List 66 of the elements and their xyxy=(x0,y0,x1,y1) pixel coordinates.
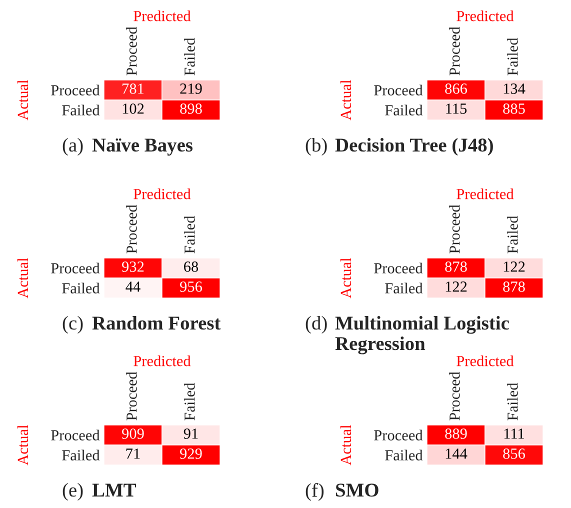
text: (f) SMO xyxy=(306,483,378,501)
text: (a) Naïve Bayes xyxy=(62,138,193,156)
data-label: 898 xyxy=(180,104,202,114)
x-tick-label: Failed xyxy=(507,216,518,254)
x-axis-title: Predicted xyxy=(134,10,191,22)
x-tick-label: Failed xyxy=(507,382,518,420)
data-label: 71 xyxy=(126,448,140,459)
x-axis-title: Predicted xyxy=(456,355,514,366)
data-label: 111 xyxy=(504,428,524,439)
data-label: 122 xyxy=(504,262,525,272)
x-tick-label: Failed xyxy=(184,38,195,76)
data-label: 878 xyxy=(503,282,525,292)
x-tick-label: Proceed xyxy=(449,26,460,76)
data-label: 781 xyxy=(122,84,144,94)
data-label: 144 xyxy=(446,448,468,459)
data-label: 115 xyxy=(446,104,467,114)
y-axis-title: Actual xyxy=(340,258,352,298)
y-axis-title: Actual xyxy=(17,424,28,466)
data-label: 932 xyxy=(122,262,144,272)
data-label: 91 xyxy=(184,428,198,439)
y-tick-label: Proceed xyxy=(374,84,423,96)
x-tick-label: Proceed xyxy=(126,26,137,76)
y-axis-title: Actual xyxy=(17,80,28,120)
y-tick-label: Proceed xyxy=(374,430,423,440)
data-label: 866 xyxy=(445,84,467,94)
x-tick-label: Proceed xyxy=(449,204,460,254)
y-axis-title: Actual xyxy=(340,424,352,466)
y-axis-title: Actual xyxy=(340,80,352,120)
text: (e) LMT xyxy=(62,483,136,501)
x-tick-label: Failed xyxy=(507,38,518,76)
data-label: 889 xyxy=(445,428,467,439)
x-axis-title: Predicted xyxy=(134,188,191,200)
x-tick-label: Failed xyxy=(184,216,195,254)
data-label: 122 xyxy=(446,282,467,292)
y-tick-label: Failed xyxy=(385,282,423,294)
data-label: 856 xyxy=(503,448,525,459)
text: (c) Random Forest xyxy=(62,316,221,334)
data-label: 102 xyxy=(122,104,144,114)
y-tick-label: Failed xyxy=(385,450,423,460)
data-label: 44 xyxy=(126,282,140,292)
y-tick-label: Failed xyxy=(62,450,100,460)
y-tick-label: Proceed xyxy=(51,84,100,96)
data-label: 909 xyxy=(122,428,144,439)
data-label: 68 xyxy=(184,262,198,272)
y-tick-label: Proceed xyxy=(51,262,100,274)
x-axis-title: Predicted xyxy=(456,188,514,200)
data-label: 929 xyxy=(180,448,202,459)
data-label: 885 xyxy=(503,104,525,114)
data-label: 219 xyxy=(180,84,202,94)
y-axis-title: Actual xyxy=(17,258,28,298)
data-label: 134 xyxy=(504,84,526,94)
y-tick-label: Proceed xyxy=(51,430,100,440)
y-tick-label: Proceed xyxy=(374,262,423,274)
text: (d) Multinomial Logistic Regression xyxy=(306,316,509,354)
x-axis-title: Predicted xyxy=(134,355,191,366)
y-tick-label: Failed xyxy=(62,282,100,294)
y-tick-label: Failed xyxy=(385,104,423,116)
data-label: 878 xyxy=(445,262,467,272)
x-tick-label: Proceed xyxy=(126,372,137,420)
x-axis-title: Predicted xyxy=(456,10,514,22)
y-tick-label: Failed xyxy=(62,104,100,116)
x-tick-label: Failed xyxy=(184,382,195,420)
x-tick-label: Proceed xyxy=(126,204,137,254)
text: (b) Decision Tree (J48) xyxy=(306,138,493,156)
data-label: 956 xyxy=(180,282,202,292)
x-tick-label: Proceed xyxy=(449,372,460,420)
